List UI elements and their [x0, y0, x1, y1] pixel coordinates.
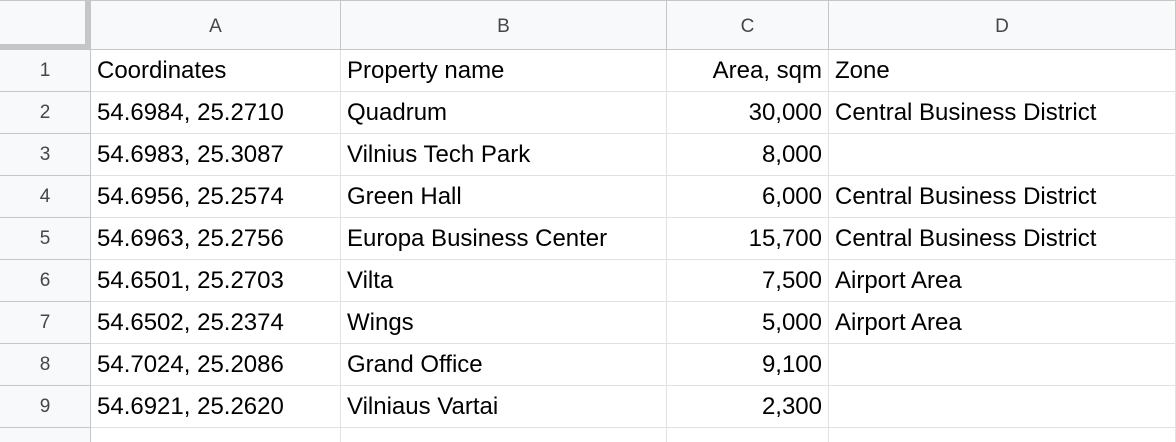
row-header[interactable] [0, 428, 91, 442]
cell-d7[interactable]: Airport Area [829, 302, 1176, 344]
column-header-c[interactable]: C [667, 0, 829, 50]
spreadsheet-grid: A B C D 1 Coordinates Property name Area… [0, 0, 1176, 428]
cell-b6[interactable]: Vilta [341, 260, 667, 302]
cell-c10[interactable] [667, 428, 829, 442]
cell-b5[interactable]: Europa Business Center [341, 218, 667, 260]
cell-c1[interactable]: Area, sqm [667, 50, 829, 92]
cell-a6[interactable]: 54.6501, 25.2703 [91, 260, 341, 302]
row-header[interactable]: 2 [0, 92, 91, 134]
cell-a4[interactable]: 54.6956, 25.2574 [91, 176, 341, 218]
cell-a1[interactable]: Coordinates [91, 50, 341, 92]
cell-a2[interactable]: 54.6984, 25.2710 [91, 92, 341, 134]
row-header[interactable]: 6 [0, 260, 91, 302]
cell-d3[interactable] [829, 134, 1176, 176]
cell-d2[interactable]: Central Business District [829, 92, 1176, 134]
select-all-corner[interactable] [0, 0, 91, 50]
column-header-d[interactable]: D [829, 0, 1176, 50]
cell-a7[interactable]: 54.6502, 25.2374 [91, 302, 341, 344]
cell-a3[interactable]: 54.6983, 25.3087 [91, 134, 341, 176]
cell-c8[interactable]: 9,100 [667, 344, 829, 386]
cell-a10[interactable] [91, 428, 341, 442]
cell-a9[interactable]: 54.6921, 25.2620 [91, 386, 341, 428]
row-header[interactable]: 1 [0, 50, 91, 92]
cell-b10[interactable] [341, 428, 667, 442]
cell-b9[interactable]: Vilniaus Vartai [341, 386, 667, 428]
grid-top-border [0, 0, 1176, 1]
cell-b7[interactable]: Wings [341, 302, 667, 344]
cell-c6[interactable]: 7,500 [667, 260, 829, 302]
cell-b3[interactable]: Vilnius Tech Park [341, 134, 667, 176]
cell-d10[interactable] [829, 428, 1176, 442]
cell-b2[interactable]: Quadrum [341, 92, 667, 134]
row-header[interactable]: 5 [0, 218, 91, 260]
row-header[interactable]: 7 [0, 302, 91, 344]
column-header-a[interactable]: A [91, 0, 341, 50]
cell-d5[interactable]: Central Business District [829, 218, 1176, 260]
row-header[interactable]: 8 [0, 344, 91, 386]
cell-d9[interactable] [829, 386, 1176, 428]
cell-d6[interactable]: Airport Area [829, 260, 1176, 302]
row-header[interactable]: 3 [0, 134, 91, 176]
cell-c2[interactable]: 30,000 [667, 92, 829, 134]
cell-a8[interactable]: 54.7024, 25.2086 [91, 344, 341, 386]
cell-d8[interactable] [829, 344, 1176, 386]
cell-d1[interactable]: Zone [829, 50, 1176, 92]
cell-c5[interactable]: 15,700 [667, 218, 829, 260]
row-header[interactable]: 9 [0, 386, 91, 428]
partial-row [0, 428, 1176, 442]
cell-a5[interactable]: 54.6963, 25.2756 [91, 218, 341, 260]
cell-c9[interactable]: 2,300 [667, 386, 829, 428]
cell-c4[interactable]: 6,000 [667, 176, 829, 218]
column-header-b[interactable]: B [341, 0, 667, 50]
cell-d4[interactable]: Central Business District [829, 176, 1176, 218]
cell-b4[interactable]: Green Hall [341, 176, 667, 218]
cell-b1[interactable]: Property name [341, 50, 667, 92]
cell-b8[interactable]: Grand Office [341, 344, 667, 386]
row-header[interactable]: 4 [0, 176, 91, 218]
cell-c3[interactable]: 8,000 [667, 134, 829, 176]
cell-c7[interactable]: 5,000 [667, 302, 829, 344]
